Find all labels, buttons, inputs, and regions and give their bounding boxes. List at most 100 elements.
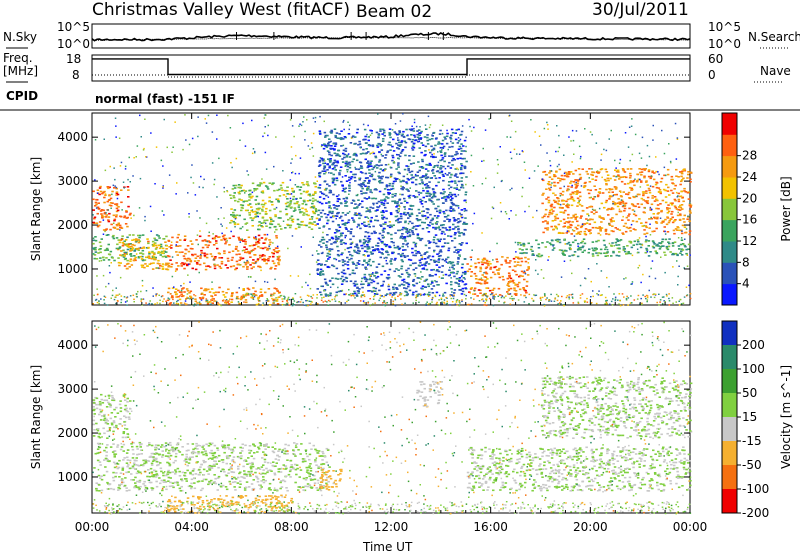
power-cell <box>92 198 95 201</box>
power-cell <box>459 289 463 291</box>
power-cell <box>442 188 445 191</box>
power-cell <box>261 254 265 256</box>
power-cell <box>207 265 210 267</box>
power-cell <box>613 194 616 196</box>
power-noise-cell <box>180 289 183 292</box>
power-noise-cell <box>627 146 630 148</box>
power-cell <box>403 236 407 238</box>
power-noise-cell <box>500 180 503 183</box>
power-cell <box>238 198 241 201</box>
power-cell <box>675 168 678 171</box>
power-cell <box>398 172 401 175</box>
power-cell <box>392 138 395 141</box>
power-cell <box>127 205 130 208</box>
power-cell <box>228 244 231 246</box>
power-cell <box>552 228 555 231</box>
power-cell <box>407 190 410 192</box>
power-cell <box>367 263 370 265</box>
power-cell <box>665 245 669 248</box>
power-cell <box>518 288 522 291</box>
power-cell <box>466 263 469 265</box>
power-cell <box>583 185 587 187</box>
power-cell <box>159 251 163 254</box>
power-cell <box>332 241 336 244</box>
power-cell <box>461 290 465 293</box>
power-noise-cell <box>571 296 574 298</box>
power-cell <box>576 205 579 207</box>
power-cell <box>349 253 352 256</box>
power-noise-cell <box>241 226 244 228</box>
power-cell <box>408 220 412 223</box>
power-cell <box>235 267 238 270</box>
power-cell <box>258 184 261 186</box>
power-cell <box>507 288 510 290</box>
power-cell <box>667 241 670 243</box>
power-cell <box>169 302 173 304</box>
power-noise-cell <box>110 207 112 209</box>
power-cell <box>238 238 241 240</box>
power-cell <box>608 224 612 226</box>
power-cell <box>616 228 619 230</box>
power-noise-cell <box>142 149 145 151</box>
power-cell <box>418 224 422 227</box>
power-noise-cell <box>421 256 424 258</box>
power-noise-cell <box>588 214 590 217</box>
power-cell <box>381 214 384 217</box>
power-cell <box>615 238 618 240</box>
power-cell <box>352 135 355 137</box>
power-cell <box>643 211 646 214</box>
power-noise-cell <box>276 256 279 258</box>
power-cell <box>286 190 289 192</box>
power-cell <box>237 184 241 186</box>
power-cell <box>379 256 382 259</box>
power-cell <box>141 253 145 255</box>
power-cell <box>511 269 515 271</box>
power-cell <box>318 164 322 166</box>
power-cell <box>460 232 463 234</box>
power-noise-cell <box>528 205 530 208</box>
power-cell <box>356 262 359 264</box>
power-cell <box>259 291 263 293</box>
power-cell <box>333 183 337 186</box>
power-noise-cell <box>276 245 279 248</box>
power-noise-cell <box>258 203 260 205</box>
power-cell <box>546 221 549 223</box>
power-noise-cell <box>360 165 362 167</box>
power-cell <box>344 147 348 150</box>
power-cell <box>363 250 367 252</box>
power-noise-cell <box>452 297 455 300</box>
power-cell <box>352 263 356 265</box>
power-cell <box>572 192 575 195</box>
power-cell <box>445 282 448 285</box>
power-cell <box>99 251 102 254</box>
power-cell <box>366 162 370 164</box>
power-noise-cell <box>513 148 516 151</box>
power-cell <box>380 240 383 243</box>
power-cell <box>265 225 268 227</box>
power-cell <box>441 157 445 159</box>
power-cell <box>477 278 481 281</box>
power-cell <box>241 190 244 192</box>
power-cell <box>446 165 450 168</box>
power-cell <box>646 184 649 186</box>
power-cell <box>567 213 570 216</box>
power-cell <box>622 225 626 227</box>
power-cell <box>271 251 274 254</box>
power-cell <box>329 148 333 150</box>
power-noise-cell <box>208 231 210 234</box>
power-cell <box>204 244 208 246</box>
power-cell <box>683 187 686 190</box>
power-cell <box>357 168 361 171</box>
power-cell <box>189 297 193 300</box>
power-cell <box>326 183 329 186</box>
power-noise-cell <box>409 187 411 189</box>
power-cell <box>398 133 401 135</box>
power-cell <box>93 248 96 251</box>
power-cell <box>399 276 402 278</box>
power-cell <box>522 271 526 274</box>
power-noise-cell <box>371 132 373 135</box>
power-cell <box>342 138 345 140</box>
power-noise-cell <box>675 191 678 194</box>
power-noise-cell <box>571 229 574 231</box>
power-cell <box>453 218 457 221</box>
